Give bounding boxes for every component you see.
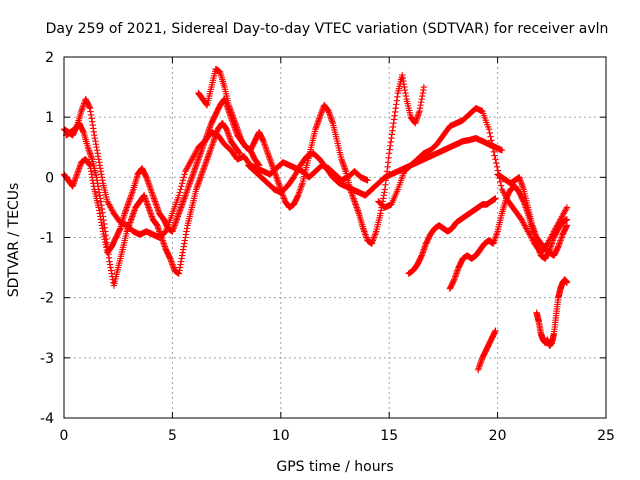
series-track-10 xyxy=(533,276,571,349)
data-point xyxy=(236,150,243,157)
y-tick-label: 2 xyxy=(45,50,54,66)
data-points xyxy=(60,65,571,374)
data-point xyxy=(181,171,188,178)
series-track-5 xyxy=(245,135,506,199)
data-point xyxy=(177,186,184,193)
data-point xyxy=(179,177,187,184)
data-point xyxy=(492,327,499,334)
data-point xyxy=(498,147,506,154)
series-track-9 xyxy=(474,171,571,374)
data-point xyxy=(562,205,570,213)
series-track-4 xyxy=(195,65,428,247)
data-point xyxy=(180,174,187,181)
y-axis-label: SDTVAR / TECUs xyxy=(6,183,22,298)
data-point xyxy=(563,222,571,229)
data-point xyxy=(420,83,428,91)
data-point xyxy=(488,141,496,148)
chart-title: Day 259 of 2021, Sidereal Day-to-day VTE… xyxy=(46,21,609,37)
data-point xyxy=(176,189,183,196)
series-track-6 xyxy=(375,104,571,256)
x-tick-label: 25 xyxy=(597,428,615,444)
series-track-7 xyxy=(405,195,499,277)
x-tick-label: 5 xyxy=(168,428,177,444)
x-axis-label: GPS time / hours xyxy=(276,459,393,475)
ticks: 0 5 10 15 20 25 -4 -3 -2 -1 0 1 2 xyxy=(40,50,615,444)
series-track-3 xyxy=(62,119,243,289)
data-point xyxy=(491,152,498,159)
data-point xyxy=(487,133,494,140)
data-point xyxy=(178,180,186,187)
data-point xyxy=(563,204,571,211)
x-tick-label: 20 xyxy=(489,428,507,444)
data-point xyxy=(563,279,571,286)
data-point xyxy=(486,129,493,137)
y-tick-label: -1 xyxy=(40,231,54,247)
data-point xyxy=(492,195,499,202)
x-tick-label: 0 xyxy=(60,428,69,444)
data-point xyxy=(178,183,185,190)
y-tick-label: -4 xyxy=(40,411,54,427)
data-point xyxy=(490,148,498,155)
data-point xyxy=(488,137,495,144)
y-tick-label: -3 xyxy=(40,351,54,367)
series-track-2 xyxy=(60,95,263,256)
plot-frame xyxy=(63,56,607,419)
data-point xyxy=(364,177,371,184)
data-point xyxy=(493,159,500,167)
x-tick-label: 15 xyxy=(380,428,398,444)
data-point xyxy=(493,163,501,171)
data-point xyxy=(492,156,499,163)
data-point xyxy=(175,192,183,199)
data-point xyxy=(563,216,571,223)
data-point xyxy=(497,182,505,189)
data-point xyxy=(485,126,493,133)
y-tick-label: 0 xyxy=(45,170,54,186)
y-tick-label: -2 xyxy=(40,291,54,307)
grid xyxy=(64,57,606,418)
y-tick-label: 1 xyxy=(45,110,54,126)
data-point xyxy=(489,144,497,152)
x-tick-label: 10 xyxy=(272,428,290,444)
data-point xyxy=(255,162,263,169)
